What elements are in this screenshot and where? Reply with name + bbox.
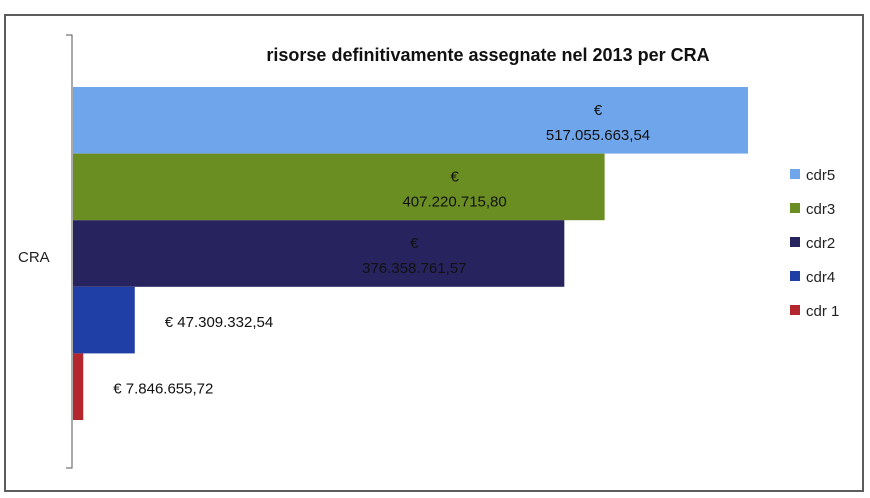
legend-swatch-cdr1 (790, 305, 800, 315)
data-label-cdr5: €517.055.663,54 (546, 102, 650, 144)
legend-swatch-cdr5 (790, 169, 800, 179)
category-axis-label: CRA (18, 249, 50, 266)
legend-swatch-cdr3 (790, 203, 800, 213)
bars-group (73, 87, 748, 420)
legend-swatch-cdr4 (790, 271, 800, 281)
legend-swatch-cdr2 (790, 237, 800, 247)
data-label-cdr1: € 7.846.655,72 (113, 381, 213, 398)
bar-cdr2 (73, 220, 565, 287)
legend-label-cdr2: cdr2 (806, 235, 835, 252)
bar-cdr3 (73, 153, 605, 221)
data-label-cdr2: €376.358.761,57 (362, 235, 466, 277)
data-labels-group: €517.055.663,54 € 407.220.715,80 € 376.358.7… (113, 102, 650, 398)
legend-label-cdr4: cdr4 (806, 269, 835, 286)
legend-label-cdr5: cdr5 (806, 167, 835, 184)
bar-cdr1 (73, 353, 84, 420)
bar-cdr5 (73, 87, 748, 154)
data-label-cdr4: € 47.309.332,54 (165, 314, 273, 331)
data-label-cdr3: €407.220.715,80 (402, 169, 506, 211)
category-axis-bracket (66, 34, 73, 469)
legend: cdr5 cdr3 cdr2 cdr4 cdr 1 (790, 167, 839, 320)
legend-label-cdr3: cdr3 (806, 201, 835, 218)
chart-title: risorse definitivamente assegnate nel 20… (266, 45, 709, 65)
bar-cdr4 (73, 286, 135, 354)
legend-label-cdr1: cdr 1 (806, 303, 839, 320)
